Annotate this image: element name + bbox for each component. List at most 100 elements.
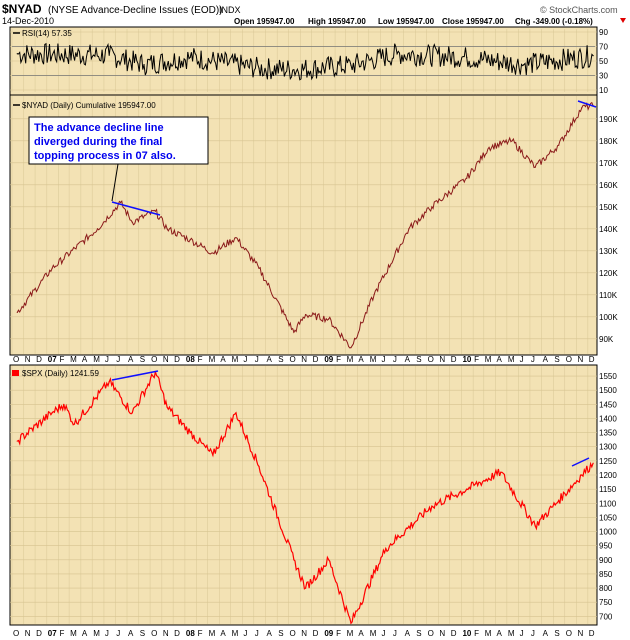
x-tick-label: M xyxy=(508,355,515,364)
x-tick-label: O xyxy=(13,355,19,364)
rsi-y-tick-label: 10 xyxy=(599,86,608,95)
x-tick-label: S xyxy=(554,355,559,364)
x-tick-label: 08 xyxy=(186,629,195,638)
annotation-box xyxy=(28,116,209,165)
x-tick-label: A xyxy=(497,629,503,638)
nyad-y-tick-label: 120K xyxy=(599,269,618,278)
x-tick-label: J xyxy=(116,629,120,638)
spx-y-tick-label: 1500 xyxy=(599,386,617,395)
x-tick-label: M xyxy=(370,355,377,364)
x-tick-label: 07 xyxy=(48,629,57,638)
x-tick-label: F xyxy=(198,355,203,364)
spx-data-point xyxy=(51,412,53,414)
spx-data-point xyxy=(189,432,191,434)
spx-data-point xyxy=(534,525,536,527)
x-tick-label: M xyxy=(485,355,492,364)
spx-data-point xyxy=(235,412,237,414)
x-tick-label: N xyxy=(163,355,169,364)
x-tick-label: D xyxy=(589,355,595,364)
spx-data-point xyxy=(16,440,18,442)
header-chg: Chg -349.00 (-0.18%) xyxy=(515,17,593,26)
nyad-data-point xyxy=(51,267,53,269)
spx-data-point xyxy=(558,499,560,502)
x-tick-label: N xyxy=(25,629,31,638)
nyad-data-point xyxy=(408,228,410,230)
rsi-data-point xyxy=(350,64,352,66)
nyad-data-point xyxy=(154,210,156,212)
x-tick-label: S xyxy=(140,629,145,638)
spx-label: $SPX (Daily) 1241.59 xyxy=(22,369,99,378)
nyad-divergence-line-2010 xyxy=(577,100,597,108)
x-tick-label: N xyxy=(577,629,583,638)
x-tick-label: F xyxy=(474,355,479,364)
rsi-data-point xyxy=(523,64,525,66)
x-tick-label: M xyxy=(347,629,354,638)
spx-data-point xyxy=(166,406,168,408)
x-tick-label: M xyxy=(93,629,100,638)
x-tick-label: S xyxy=(278,355,283,364)
x-tick-label: J xyxy=(243,355,247,364)
x-tick-label: O xyxy=(428,355,434,364)
rsi-data-point xyxy=(258,67,260,69)
nyad-data-point xyxy=(431,206,433,208)
nyad-label: $NYAD (Daily) Cumulative 195947.00 xyxy=(22,101,156,110)
x-tick-label: F xyxy=(336,629,341,638)
spx-y-tick-label: 1100 xyxy=(599,499,617,508)
spx-legend-icon xyxy=(12,370,19,376)
x-tick-label: J xyxy=(105,355,109,364)
spx-y-tick-label: 1400 xyxy=(599,414,617,423)
rsi-data-point xyxy=(143,64,145,66)
x-tick-label: D xyxy=(313,355,319,364)
x-tick-label: S xyxy=(140,355,145,364)
rsi-data-point xyxy=(466,56,468,58)
spx-y-tick-label: 1250 xyxy=(599,457,617,466)
nyad-data-point xyxy=(511,140,513,142)
x-tick-label: M xyxy=(370,629,377,638)
x-tick-label: F xyxy=(336,355,341,364)
spx-y-tick-label: 1550 xyxy=(599,372,617,381)
nyad-data-point xyxy=(131,221,133,223)
nyad-y-tick-label: 90K xyxy=(599,335,614,344)
x-tick-label: A xyxy=(543,355,549,364)
x-tick-label: A xyxy=(266,629,272,638)
spx-data-point xyxy=(500,471,502,473)
x-tick-label: A xyxy=(82,355,88,364)
nyad-data-point xyxy=(350,347,352,349)
x-tick-label: N xyxy=(439,355,445,364)
x-tick-label: J xyxy=(243,629,247,638)
spx-y-tick-label: 1000 xyxy=(599,528,617,537)
nyad-y-tick-label: 190K xyxy=(599,115,618,124)
nyad-data-point xyxy=(293,331,295,333)
x-tick-label: F xyxy=(474,629,479,638)
rsi-data-point xyxy=(396,53,398,55)
spx-y-tick-label: 1300 xyxy=(599,443,617,452)
rsi-series-line xyxy=(17,42,594,81)
rsi-data-point xyxy=(592,55,594,57)
header-low: Low 195947.00 xyxy=(378,17,435,26)
nyad-data-point xyxy=(328,318,330,320)
x-tick-label: D xyxy=(174,629,180,638)
watermark: © StockCharts.com xyxy=(540,5,618,15)
x-tick-label: N xyxy=(25,355,31,364)
rsi-y-tick-label: 90 xyxy=(599,28,608,37)
nyad-y-tick-label: 110K xyxy=(599,291,618,300)
nyad-divergence-line-2007 xyxy=(111,201,161,216)
nyad-data-point xyxy=(16,311,18,313)
x-tick-label: J xyxy=(393,629,397,638)
spx-data-point xyxy=(258,465,260,468)
x-tick-label: D xyxy=(451,355,457,364)
header-description: (NYSE Advance-Decline Issues (EOD)) xyxy=(48,5,223,16)
nyad-data-point xyxy=(304,314,307,316)
nyad-series-line xyxy=(16,101,594,349)
annotation-line-3: topping process in 07 also. xyxy=(34,150,176,162)
x-tick-label: 10 xyxy=(462,355,471,364)
spx-y-tick-label: 1450 xyxy=(599,400,617,409)
nyad-data-point xyxy=(96,228,99,230)
spx-data-point xyxy=(466,488,468,490)
header-date: 14-Dec-2010 xyxy=(2,16,54,26)
x-tick-label: 09 xyxy=(324,355,333,364)
x-tick-label: A xyxy=(405,629,411,638)
spx-data-point xyxy=(293,559,295,561)
spx-divergence-line-2010 xyxy=(571,457,590,467)
